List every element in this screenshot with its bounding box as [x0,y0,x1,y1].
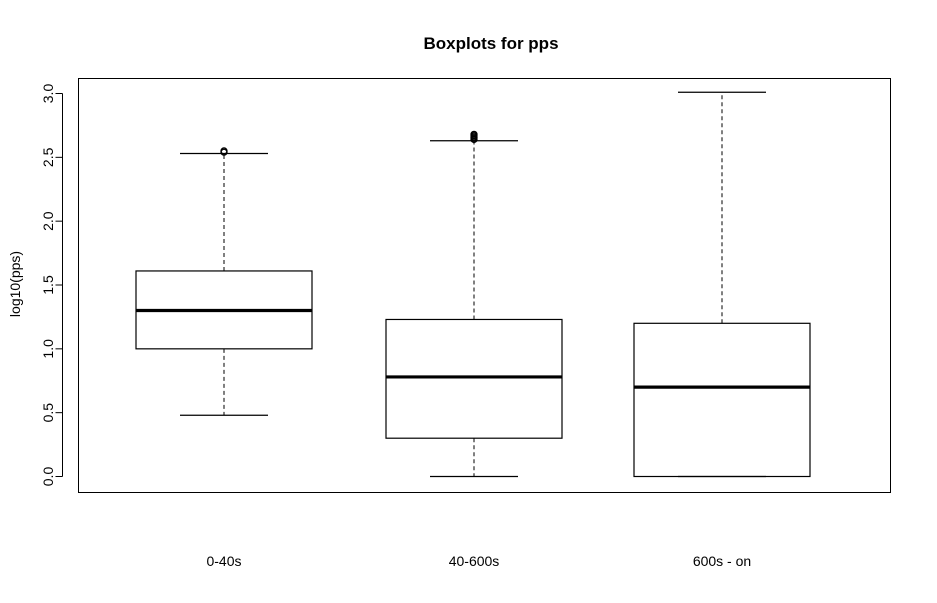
y-tick-label: 1.0 [40,339,56,359]
y-tick-label: 1.5 [40,275,56,295]
y-tick-label: 2.5 [40,147,56,167]
outlier-point [470,130,478,139]
x-category-label: 600s - on [693,553,751,569]
box-group [633,91,811,478]
y-axis-ticks: 0.0 0.5 1.0 1.5 2.0 2.5 3.0 [40,84,63,487]
category-labels: 0-40s 40-600s 600s - on [206,553,751,569]
y-tick-label: 0.0 [40,467,56,487]
box-iqr [385,318,563,439]
outlier-point [220,147,228,155]
plot-frame [78,78,891,493]
box-iqr [633,322,811,478]
y-tick-label: 3.0 [40,84,56,104]
y-tick-label: 0.5 [40,403,56,423]
box-group [135,147,313,416]
chart-title: Boxplots for pps [423,34,558,53]
y-axis-label: log10(pps) [7,251,23,317]
y-tick-label: 2.0 [40,211,56,231]
x-category-label: 40-600s [449,553,500,569]
box-group [385,130,563,478]
boxes-group [135,91,811,478]
x-category-label: 0-40s [206,553,241,569]
